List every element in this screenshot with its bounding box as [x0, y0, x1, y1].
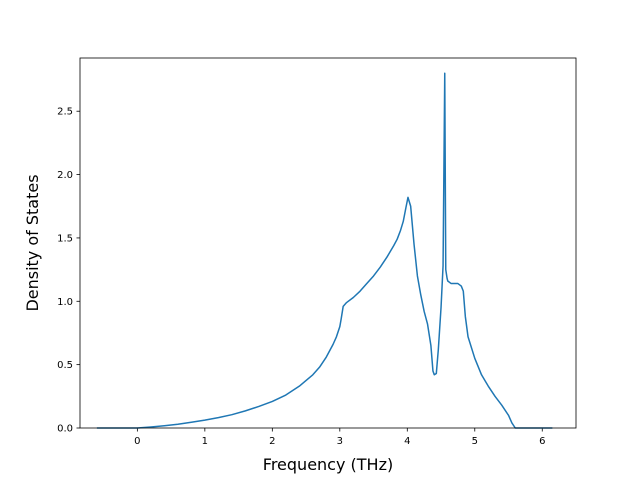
- y-tick-label: 1.5: [57, 233, 73, 244]
- dos-series-line: [96, 72, 553, 429]
- x-tick-label: 4: [404, 436, 410, 447]
- x-axis-label: Frequency (THz): [263, 455, 393, 474]
- y-tick-label: 0.5: [57, 360, 73, 371]
- x-tick-label: 6: [539, 436, 545, 447]
- x-tick-label: 5: [472, 436, 478, 447]
- y-tick-label: 0.0: [57, 424, 73, 435]
- x-tick-label: 3: [337, 436, 343, 447]
- ticks-group: 0 1 2 3 4 5 6 0.0 0.5 1.0 1.5 2.0 2.5: [57, 107, 545, 447]
- y-tick-label: 2.0: [57, 170, 73, 181]
- x-tick-label: 0: [134, 436, 140, 447]
- plot-area-frame: [79, 57, 577, 429]
- y-tick-label: 2.5: [57, 107, 73, 118]
- y-axis-label: Density of States: [23, 174, 42, 311]
- y-tick-label: 1.0: [57, 297, 73, 308]
- x-tick-label: 2: [269, 436, 275, 447]
- x-tick-label: 1: [202, 436, 208, 447]
